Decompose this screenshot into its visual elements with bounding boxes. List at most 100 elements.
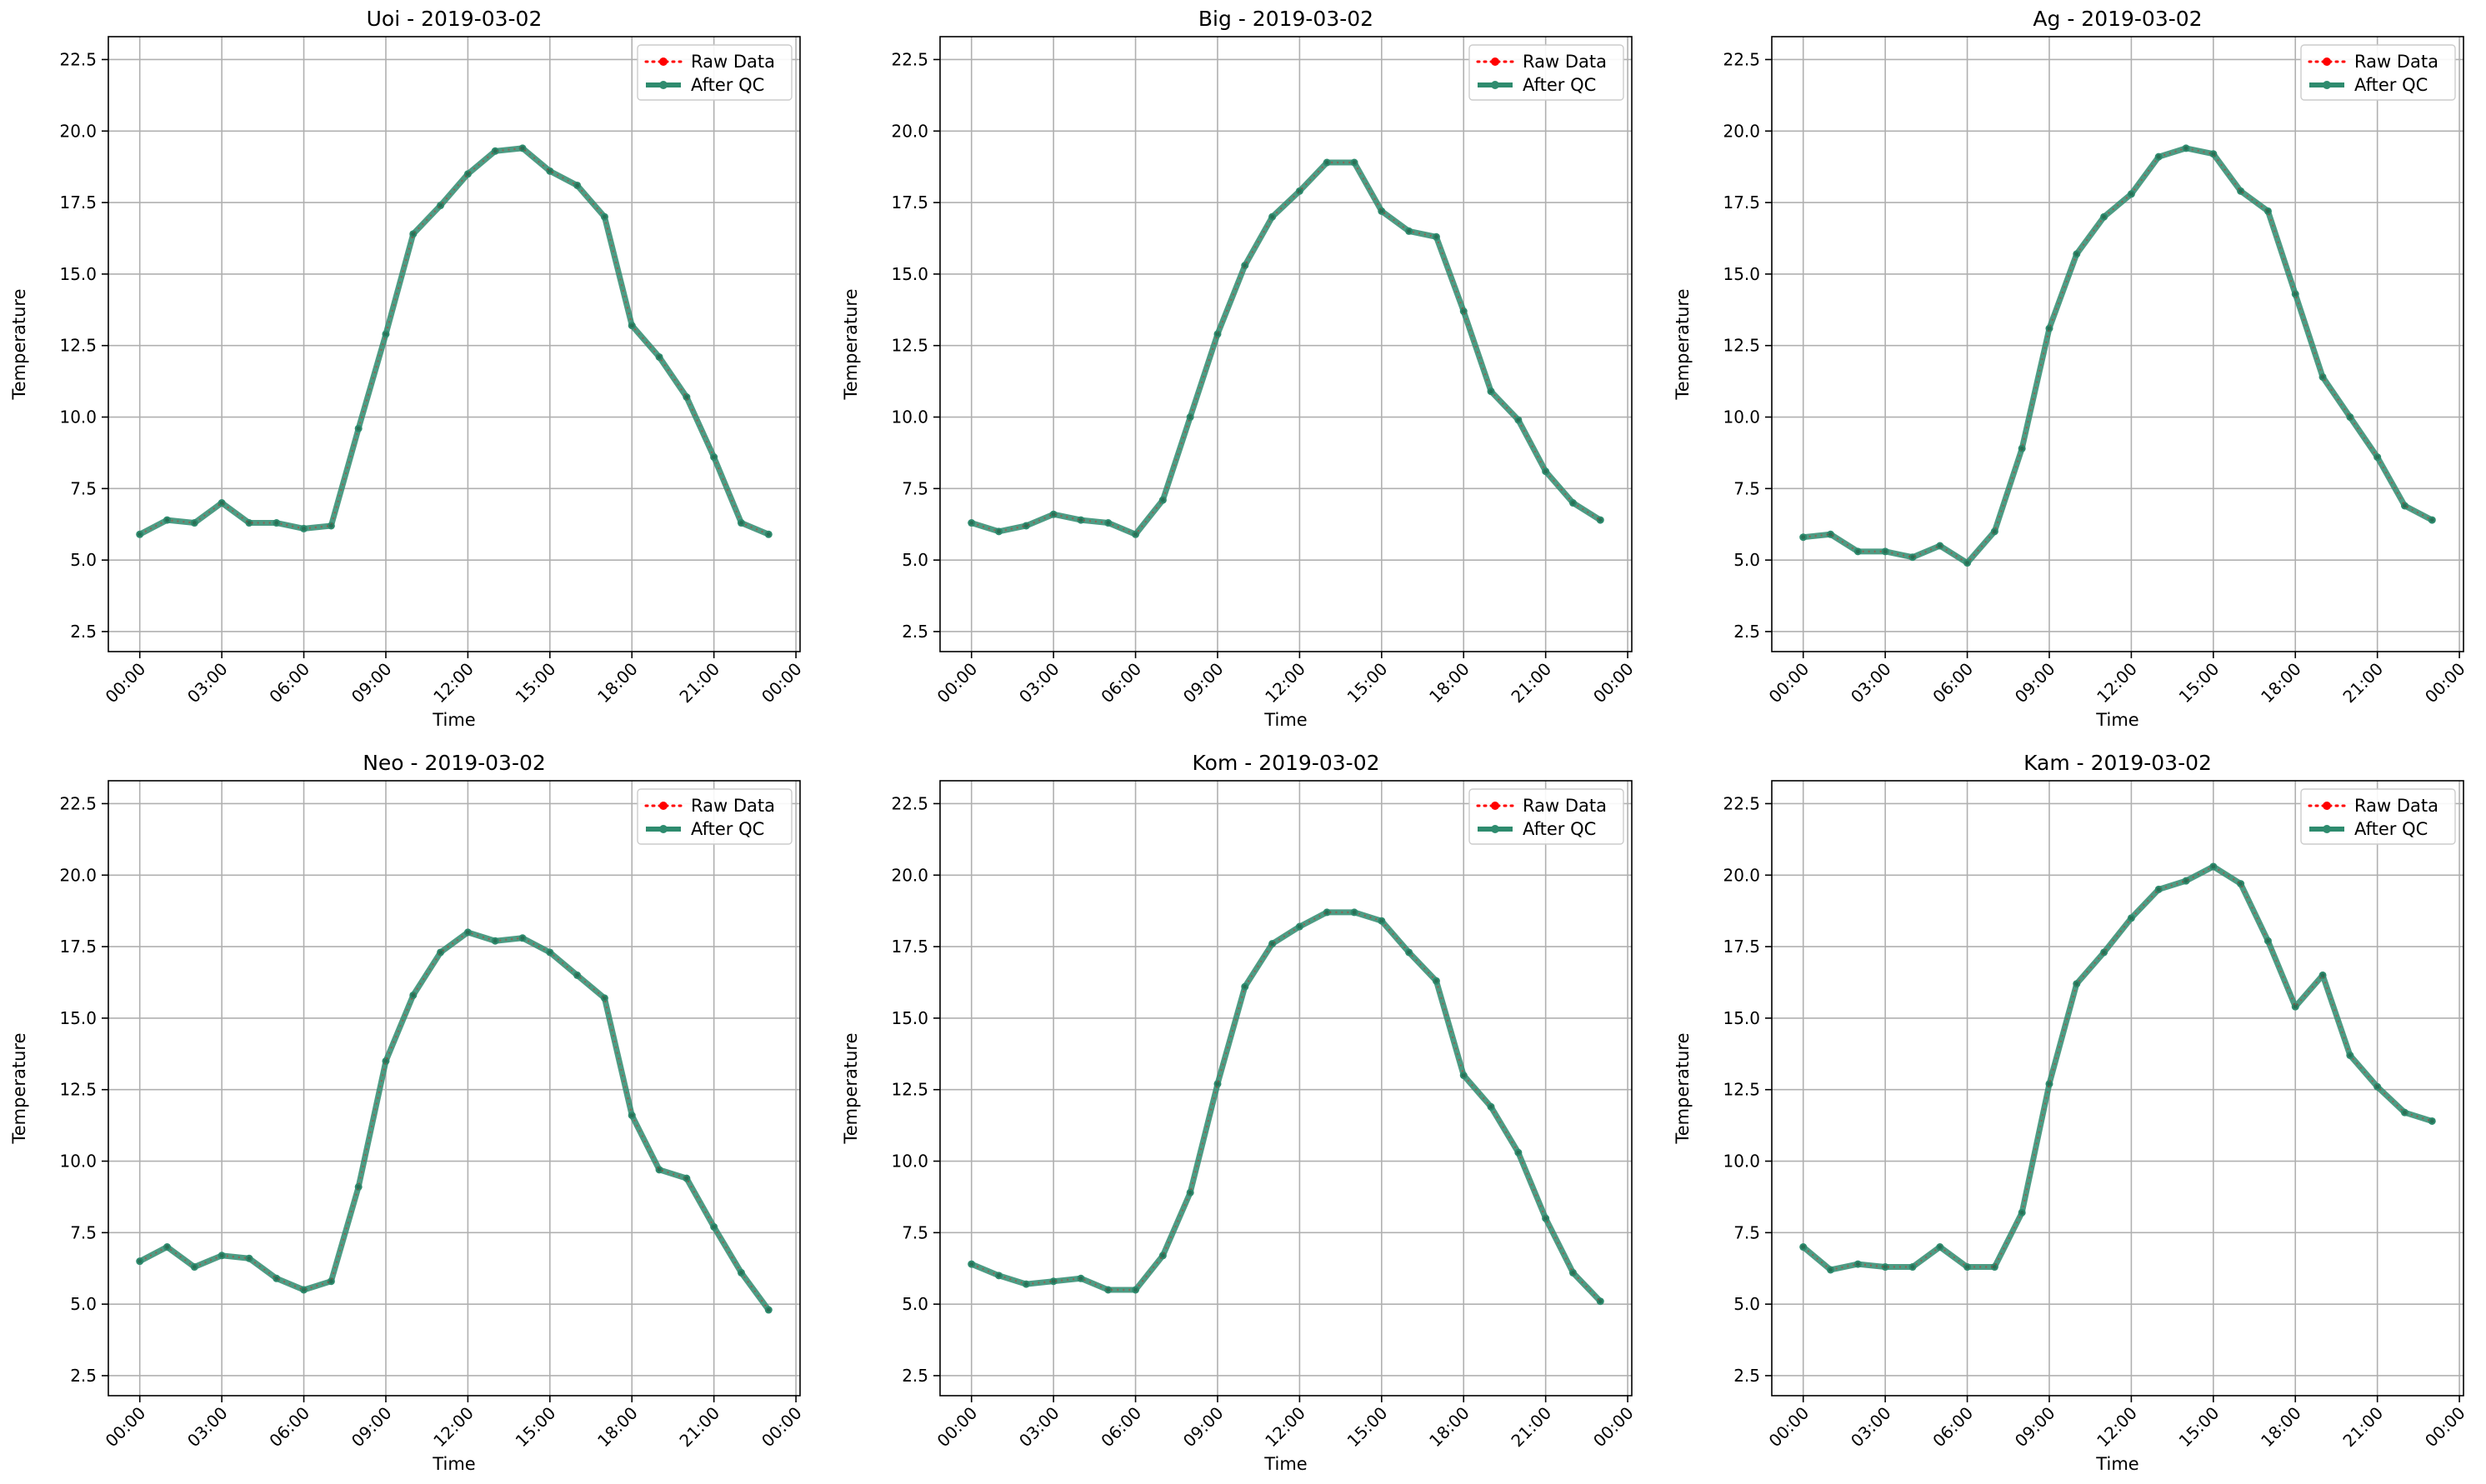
raw-data-point — [411, 232, 416, 237]
y-tick-label: 7.5 — [1733, 1222, 1760, 1242]
raw-data-point — [411, 993, 416, 997]
raw-data-point — [2375, 1084, 2380, 1089]
x-tick-label: 03:00 — [1847, 659, 1895, 707]
y-tick-label: 2.5 — [902, 622, 928, 642]
axes-frame — [939, 780, 1633, 1397]
y-tick-label: 5.0 — [1733, 1294, 1760, 1314]
y-tick-label: 17.5 — [1723, 192, 1760, 212]
raw-data-point — [2102, 214, 2106, 219]
raw-data-point — [739, 1271, 743, 1275]
y-tick-label: 20.0 — [59, 865, 97, 885]
x-tick-label: 18:00 — [1425, 1403, 1473, 1452]
x-tick-label: 00:00 — [2421, 1403, 2469, 1452]
y-tick-label: 22.5 — [59, 793, 97, 813]
raw-data-point — [712, 455, 717, 459]
legend: Raw Data After QC — [2300, 44, 2456, 101]
raw-data-point — [2348, 1053, 2353, 1057]
subplot-5: 2.5 5.0 7.5 10.0 12.5 15.0 17.5 20.0 22.5 00:00 03… — [841, 751, 1638, 1474]
raw-data-point — [1298, 188, 1302, 193]
axes-frame — [1771, 36, 2464, 652]
x-tick-label: 00:00 — [758, 1403, 806, 1452]
y-tick-label: 5.0 — [70, 1294, 97, 1314]
y-tick-label: 2.5 — [70, 1366, 97, 1386]
axes-frame — [1771, 780, 2464, 1397]
subplot-6: 2.5 5.0 7.5 10.0 12.5 15.0 17.5 20.0 22.5 00:00 03… — [1673, 751, 2469, 1474]
legend: Raw Data After QC — [637, 44, 793, 101]
x-tick-label: 00:00 — [933, 1403, 982, 1452]
raw-data-point — [466, 172, 470, 177]
raw-data-point — [1828, 1267, 1833, 1272]
raw-data-point — [1461, 1073, 1466, 1077]
x-tick-label: 09:00 — [2011, 1403, 2059, 1452]
y-tick-label: 5.0 — [902, 550, 928, 570]
axes-frame — [108, 780, 801, 1397]
y-tick-label: 2.5 — [1733, 1366, 1760, 1386]
raw-data-point — [1516, 417, 1521, 422]
raw-data-point — [1910, 1265, 1915, 1269]
raw-data-point — [969, 1262, 974, 1267]
y-tick-label: 20.0 — [1723, 865, 1760, 885]
x-tick-label: 21:00 — [675, 1403, 723, 1452]
raw-data-point — [466, 930, 470, 935]
x-tick-label: 18:00 — [2257, 659, 2305, 707]
series-raw-data-line — [971, 911, 1602, 1302]
y-axis-label: Temperature — [9, 288, 29, 400]
raw-data-point — [1883, 549, 1888, 554]
y-tick-label: 7.5 — [70, 1222, 97, 1242]
raw-data-point — [1488, 389, 1493, 394]
legend-raw-marker — [2323, 57, 2331, 66]
legend-qc-label: After QC — [1523, 75, 1596, 95]
x-tick-label: 03:00 — [1015, 1403, 1063, 1452]
raw-data-point — [1543, 1216, 1548, 1221]
y-tick-label: 5.0 — [902, 1294, 928, 1314]
raw-data-point — [712, 1225, 717, 1229]
raw-data-point — [2348, 415, 2353, 419]
legend-qc-marker — [1491, 825, 1499, 833]
raw-data-point — [192, 521, 197, 525]
raw-data-point — [1801, 1245, 1806, 1249]
raw-data-point — [2375, 455, 2380, 459]
y-tick-label: 17.5 — [59, 192, 97, 212]
raw-data-point — [1571, 501, 1575, 505]
raw-data-point — [1078, 517, 1083, 522]
raw-data-point — [438, 950, 443, 955]
legend-raw-marker — [1491, 57, 1499, 66]
x-axis-label: Time — [2095, 710, 2138, 730]
y-axis-label: Temperature — [841, 1032, 861, 1144]
x-tick-label: 00:00 — [933, 659, 982, 707]
raw-data-point — [575, 183, 580, 187]
y-tick-label: 10.0 — [1723, 1152, 1760, 1172]
x-tick-label: 15:00 — [1343, 1403, 1392, 1452]
y-tick-label: 20.0 — [891, 121, 928, 141]
x-tick-label: 03:00 — [1847, 1403, 1895, 1452]
raw-data-point — [997, 529, 1001, 534]
raw-data-point — [2019, 1210, 2024, 1215]
y-tick-label: 20.0 — [1723, 121, 1760, 141]
raw-data-point — [1488, 1104, 1493, 1109]
raw-data-point — [1992, 1265, 1997, 1269]
legend-qc-label: After QC — [2354, 75, 2428, 95]
y-tick-label: 2.5 — [1733, 622, 1760, 642]
x-tick-label: 12:00 — [2093, 1403, 2141, 1452]
x-tick-label: 09:00 — [1179, 1403, 1228, 1452]
x-tick-label: 15:00 — [1343, 659, 1392, 707]
raw-data-point — [2320, 973, 2325, 977]
chart-title: Neo - 2019-03-02 — [363, 751, 546, 775]
x-tick-label: 18:00 — [593, 659, 642, 707]
chart-title: Kom - 2019-03-02 — [1193, 751, 1380, 775]
y-tick-label: 15.0 — [891, 1008, 928, 1028]
raw-data-point — [1243, 263, 1248, 268]
x-tick-label: 00:00 — [1765, 659, 1813, 707]
raw-data-point — [1543, 469, 1548, 474]
series-after-qc-line — [1803, 145, 2433, 567]
y-tick-label: 15.0 — [891, 264, 928, 284]
y-tick-label: 15.0 — [59, 264, 97, 284]
raw-data-point — [766, 1307, 771, 1312]
x-axis-label: Time — [432, 710, 475, 730]
x-tick-label: 09:00 — [348, 659, 396, 707]
axes-frame — [108, 36, 801, 652]
raw-data-point — [520, 146, 525, 151]
raw-data-point — [2129, 192, 2133, 197]
y-tick-label: 20.0 — [59, 121, 97, 141]
